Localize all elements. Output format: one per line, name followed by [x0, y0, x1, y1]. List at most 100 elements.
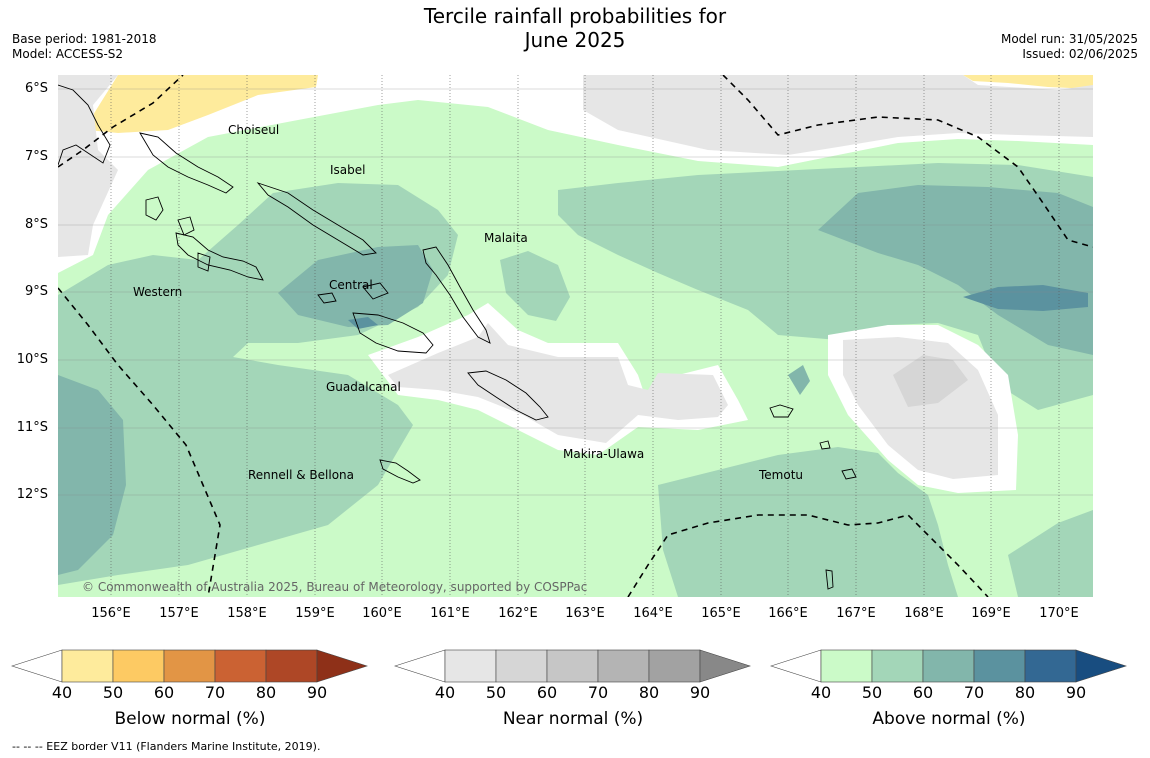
lat-label-12s: 12°S — [16, 487, 48, 502]
base-period: Base period: 1981-2018 — [12, 32, 157, 46]
rendova-coast — [197, 252, 211, 272]
above-tick-80: 80 — [1014, 683, 1036, 702]
eez-border-note: -- -- -- EEZ border V11 (Flanders Marine… — [12, 740, 321, 753]
above-tick-50: 50 — [861, 683, 883, 702]
below-tick-40: 40 — [51, 683, 73, 702]
lon-label-163e: 163°E — [565, 606, 605, 621]
meta-right: Model run: 31/05/2025 Issued: 02/06/2025 — [1001, 32, 1138, 62]
below-tick-90: 90 — [306, 683, 328, 702]
florida-islands-coast — [362, 282, 389, 300]
lon-label-162e: 162°E — [498, 606, 538, 621]
vella-lavella-coast — [145, 196, 164, 221]
utupua-coast — [819, 440, 831, 450]
above-normal-60-70-islet — [788, 365, 810, 395]
colorbar-near-segment-40-50 — [444, 649, 497, 683]
near-normal-east-inner — [893, 355, 968, 407]
below-tick-70: 70 — [204, 683, 226, 702]
title-line-1: Tercile rainfall probabilities for — [423, 4, 727, 28]
colorbar-below-segment-50-60 — [112, 649, 165, 683]
above-tick-40: 40 — [810, 683, 832, 702]
colorbar-below-segment-70-80 — [214, 649, 267, 683]
map-title: Tercile rainfall probabilities for June … — [0, 4, 1150, 52]
near-tick-60: 60 — [536, 683, 558, 702]
santa-cruz-coast — [769, 404, 794, 418]
map-panel: Choiseul Isabel Malaita Central Western … — [58, 75, 1093, 597]
lat-label-11s: 11°S — [16, 420, 48, 435]
above-tick-60: 60 — [912, 683, 934, 702]
near-normal-south — [388, 323, 728, 443]
lon-label-164e: 164°E — [633, 606, 673, 621]
colorbar-near-segment-50-60 — [495, 649, 548, 683]
lat-label-6s: 6°S — [24, 81, 48, 96]
colorbar-near-segment-60-70 — [546, 649, 599, 683]
lon-label-166e: 166°E — [768, 606, 808, 621]
colorbar-above-segment-over — [1075, 649, 1127, 683]
above-normal-50-60-malaita-east — [500, 251, 570, 321]
lon-gridlines — [110, 75, 1060, 597]
near-normal-patch-northwest — [58, 75, 118, 257]
colorbar-above-segment-60-70 — [922, 649, 975, 683]
colorbar-above-segment-40-50 — [820, 649, 873, 683]
above-normal-60-70-central — [278, 245, 433, 327]
colorbar-title-above: Above normal (%) — [872, 709, 1026, 729]
colorbar-near-segment-80-90 — [648, 649, 701, 683]
near-tick-50: 50 — [485, 683, 507, 702]
lon-label-160e: 160°E — [362, 606, 402, 621]
eez-borders — [58, 75, 1093, 597]
title-line-2: June 2025 — [524, 28, 626, 52]
above-normal-50-60-south — [658, 447, 958, 597]
below-tick-80: 80 — [255, 683, 277, 702]
lon-label-156e: 156°E — [91, 606, 131, 621]
lon-label-161e: 161°E — [430, 606, 470, 621]
meta-left: Base period: 1981-2018 Model: ACCESS-S2 — [12, 32, 157, 62]
lat-label-10s: 10°S — [16, 352, 48, 367]
region-label-temotu: Temotu — [759, 468, 804, 482]
above-tick-70: 70 — [963, 683, 985, 702]
colorbar-below-segment-60-70 — [163, 649, 216, 683]
new-georgia-coast — [175, 232, 264, 281]
above-normal-60-70-east — [818, 185, 1093, 355]
near-tick-80: 80 — [638, 683, 660, 702]
map-canvas — [58, 75, 1093, 597]
colorbars — [11, 649, 1127, 683]
copyright-notice: © Commonwealth of Australia 2025, Bureau… — [82, 580, 588, 594]
colorbar-above-segment-50-60 — [871, 649, 924, 683]
region-label-rennell-bellona: Rennell & Bellona — [248, 468, 355, 482]
colorbar-near-segment-under — [394, 649, 446, 683]
lat-gridlines — [58, 88, 1093, 496]
below-normal-patch-west — [88, 75, 318, 133]
guadalcanal-coast — [352, 312, 434, 354]
above-normal-50-60-southeast — [1008, 510, 1093, 597]
colorbar-near-segment-70-80 — [597, 649, 650, 683]
colorbar-title-below: Below normal (%) — [114, 709, 266, 729]
russell-islands-coast — [317, 292, 337, 304]
lon-label-165e: 165°E — [701, 606, 741, 621]
colorbar-near-normal — [394, 649, 751, 683]
above-tick-90: 90 — [1065, 683, 1087, 702]
colorbar-below-segment-40-50 — [61, 649, 114, 683]
lon-label-167e: 167°E — [836, 606, 876, 621]
region-label-choiseul: Choiseul — [228, 123, 280, 137]
lon-label-168e: 168°E — [904, 606, 944, 621]
malaita-coast — [422, 246, 491, 344]
above-normal-60-70-southwest — [58, 375, 126, 575]
near-tick-90: 90 — [689, 683, 711, 702]
lat-label-8s: 8°S — [24, 217, 48, 232]
colorbar-below-normal — [11, 649, 368, 683]
colorbar-above-segment-70-80 — [973, 649, 1026, 683]
colorbar-above-normal — [770, 649, 1127, 683]
lat-label-7s: 7°S — [24, 149, 48, 164]
tikopia-coast — [825, 569, 834, 590]
lon-label-169e: 169°E — [971, 606, 1011, 621]
coastlines — [58, 84, 857, 590]
model-run: Model run: 31/05/2025 — [1000, 32, 1138, 46]
lon-label-157e: 157°E — [159, 606, 199, 621]
region-label-makira-ulawa: Makira-Ulawa — [563, 447, 645, 461]
makira-coast — [467, 370, 549, 421]
isabel-coast — [256, 182, 377, 256]
near-normal-patch-north — [583, 75, 1093, 155]
choiseul-coast — [139, 132, 234, 194]
eez-north-east — [722, 75, 1093, 248]
below-tick-60: 60 — [153, 683, 175, 702]
lon-label-159e: 159°E — [295, 606, 335, 621]
